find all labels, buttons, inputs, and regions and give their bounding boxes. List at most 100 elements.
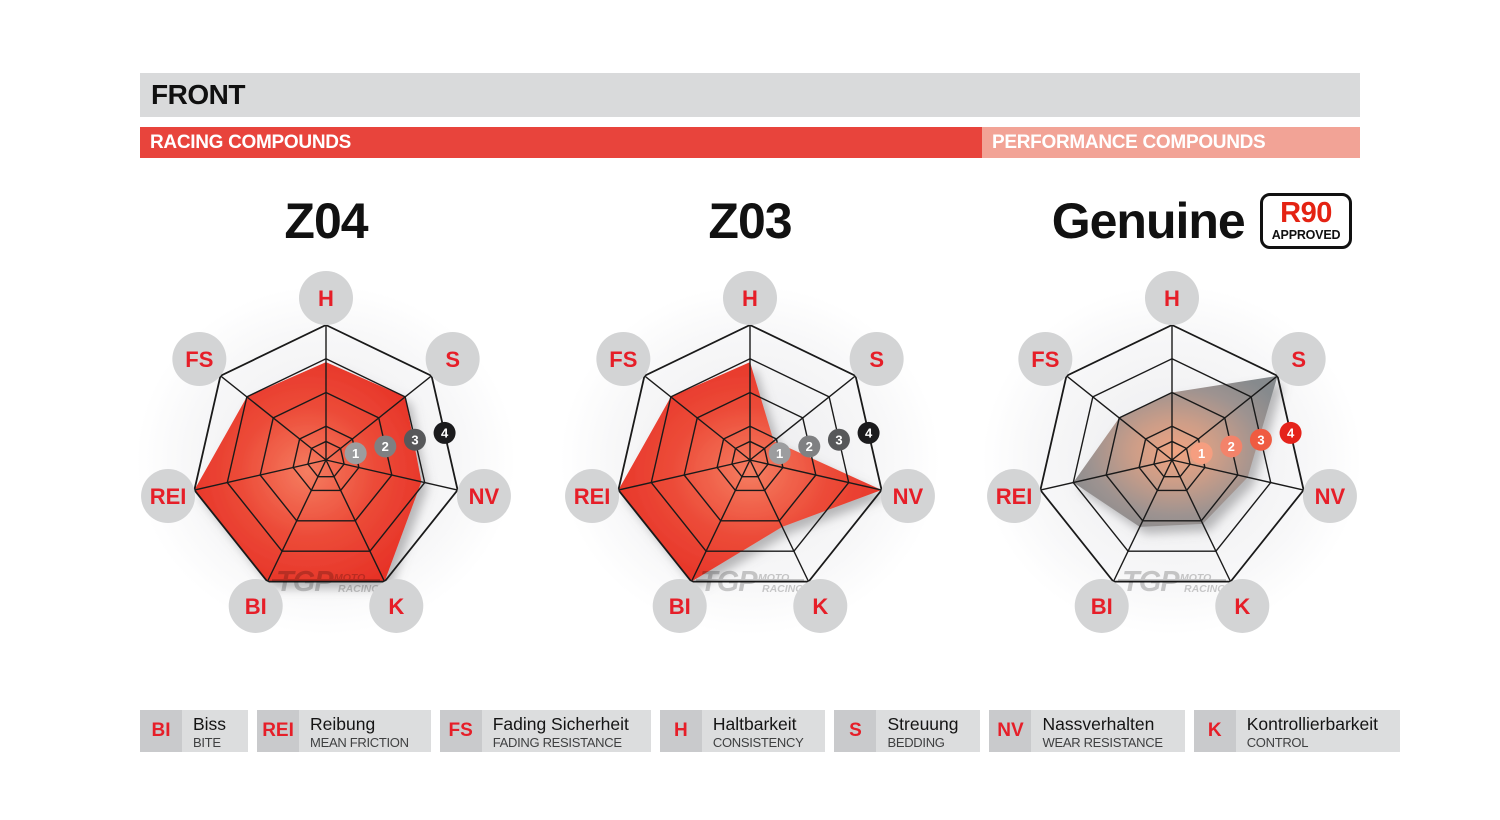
axis-label-bi: BI <box>669 594 691 619</box>
axis-circle-fs <box>596 331 651 386</box>
radar-ring <box>617 324 883 583</box>
radar-spoke <box>618 459 751 491</box>
scale-badge-label: 1 <box>352 446 359 461</box>
axis-circle-rei <box>565 469 620 524</box>
axis-label-nv: NV <box>1315 484 1346 509</box>
scale-badge-label: 3 <box>835 432 842 447</box>
radar-ring <box>1072 357 1272 552</box>
radar-ring <box>683 391 817 522</box>
legend-text: Kontrollierbarkeit CONTROL <box>1235 710 1400 752</box>
racing-compounds-label: RACING COMPOUNDS <box>150 132 352 153</box>
scale-badge-4 <box>1279 421 1302 444</box>
legend-term-en: MEAN FRICTION <box>310 735 409 750</box>
axis-label-k: K <box>388 594 404 619</box>
scale-badge-3 <box>827 428 850 451</box>
axis-circle-nv <box>456 469 511 524</box>
legend-text: Reibung MEAN FRICTION <box>299 710 431 752</box>
axis-circle-k <box>369 578 424 633</box>
compound-title: Genuine <box>1051 193 1246 249</box>
scale-badge-label: 2 <box>1228 439 1235 454</box>
legend-item-fs: FS Fading Sicherheit FADING RESISTANCE <box>439 710 651 752</box>
radar-spoke <box>1171 459 1232 582</box>
scale-badge-label: 3 <box>1257 432 1264 447</box>
svg-text:MOTO: MOTO <box>1180 572 1211 584</box>
title-z03: Z03 <box>540 190 960 252</box>
scale-badge-label: 1 <box>776 446 783 461</box>
legend-term-de: Kontrollierbarkeit <box>1246 714 1379 734</box>
legend-item-h: H Haltbarkeit CONSISTENCY <box>659 710 826 752</box>
legend-item-rei: REI Reibung MEAN FRICTION <box>257 710 431 752</box>
axis-label-fs: FS <box>185 347 213 372</box>
racing-compounds-bar: RACING COMPOUNDS <box>140 127 982 158</box>
legend-item-nv: NV Nassverhalten WEAR RESISTANCE <box>989 710 1185 752</box>
legend-term-de: Nassverhalten <box>1042 714 1155 734</box>
axis-label-bi: BI <box>245 594 267 619</box>
legend-abbr: K <box>1193 710 1236 752</box>
axis-label-rei: REI <box>996 484 1033 509</box>
legend-abbr: NV <box>989 710 1032 752</box>
axis-circle-rei <box>141 469 196 524</box>
svg-text:MOTO: MOTO <box>758 572 789 584</box>
performance-compounds-label: PERFORMANCE COMPOUNDS <box>992 132 1266 153</box>
legend-item-k: K Kontrollierbarkeit CONTROL <box>1193 710 1400 752</box>
legend-term-de: Reibung <box>310 714 376 734</box>
axis-circle-bi <box>652 578 707 633</box>
legend-text: Biss BITE <box>182 710 249 752</box>
compound-title: Z03 <box>708 193 792 249</box>
axis-circle-s <box>425 331 480 386</box>
axis-label-h: H <box>742 286 758 311</box>
title-z04: Z04 <box>116 190 536 252</box>
radar-ring <box>193 324 459 583</box>
radar-spoke <box>325 459 386 582</box>
title-genuine: Genuine R90 APPROVED <box>992 190 1412 252</box>
radar-ring <box>1039 324 1305 583</box>
legend-term-de: Streuung <box>887 714 959 734</box>
axis-label-rei: REI <box>150 484 187 509</box>
axis-circle-nv <box>880 469 935 524</box>
front-header-bar: FRONT <box>140 73 1360 117</box>
legend-term-de: Biss <box>193 714 227 734</box>
radar-spoke <box>690 459 751 582</box>
axis-circle-k <box>793 578 848 633</box>
axis-circle-k <box>1215 578 1270 633</box>
radar-spoke <box>325 375 432 461</box>
scale-badge-label: 4 <box>441 426 449 441</box>
axis-circle-bi <box>228 578 283 633</box>
radar-ring <box>307 440 345 478</box>
axis-circle-h <box>1145 271 1199 325</box>
radar-ring <box>226 357 426 552</box>
legend-term-en: FADING RESISTANCE <box>492 735 622 750</box>
scale-badge-label: 4 <box>1287 426 1295 441</box>
radar-ring <box>650 357 850 552</box>
legend-abbr: FS <box>439 710 482 752</box>
legend-text: Haltbarkeit CONSISTENCY <box>701 710 826 752</box>
radar-spoke <box>749 459 810 582</box>
axis-label-k: K <box>1234 594 1250 619</box>
radar-value-polygon <box>194 362 422 582</box>
radar-spoke <box>644 375 751 461</box>
scale-badge-3 <box>403 428 426 451</box>
performance-compounds-bar: PERFORMANCE COMPOUNDS <box>982 127 1360 158</box>
svg-text:RACING: RACING <box>762 583 803 595</box>
axis-label-fs: FS <box>609 347 637 372</box>
approved-label: APPROVED <box>1271 228 1341 243</box>
legend-text: Streuung BEDDING <box>876 710 981 752</box>
axis-label-k: K <box>812 594 828 619</box>
legend-text: Nassverhalten WEAR RESISTANCE <box>1031 710 1185 752</box>
scale-badge-label: 2 <box>382 439 389 454</box>
legend-text: Fading Sicherheit FADING RESISTANCE <box>481 710 651 752</box>
axis-label-h: H <box>318 286 334 311</box>
axis-circle-s <box>1271 331 1326 386</box>
axis-label-rei: REI <box>574 484 611 509</box>
legend-term-de: Fading Sicherheit <box>492 714 629 734</box>
scale-badge-1 <box>768 442 791 465</box>
legend-term-en: BITE <box>193 735 221 750</box>
axis-circle-fs <box>1018 331 1073 386</box>
svg-text:MOTO: MOTO <box>334 572 365 584</box>
